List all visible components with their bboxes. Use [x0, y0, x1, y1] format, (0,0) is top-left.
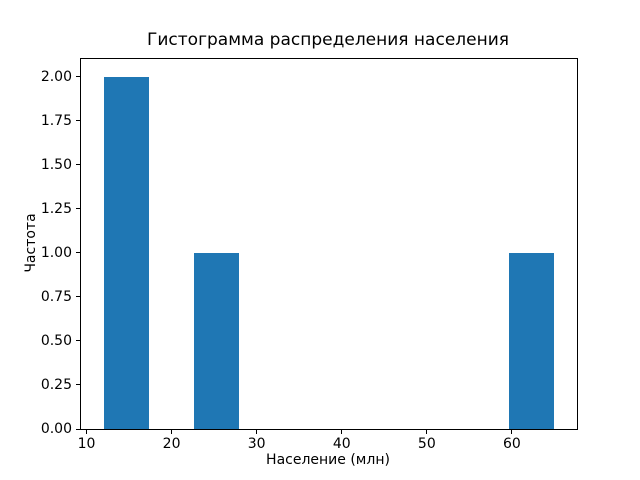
plot-area: 0.00 0.25 0.50 0.75 1.00 1.25 1.50 1.75 2.00 10 20…	[41, 58, 578, 451]
y-axis-label: Частота	[23, 213, 39, 273]
y-tick-mark	[76, 428, 81, 430]
y-tick-mark	[76, 120, 81, 122]
y-tick-mark	[76, 340, 81, 342]
x-tick-mark	[171, 429, 173, 434]
x-tick-label: 10	[77, 436, 96, 452]
y-tick-mark	[76, 164, 81, 166]
y-tick-label: 0.00	[40, 421, 72, 437]
x-tick-mark	[426, 429, 428, 434]
y-tick-mark	[76, 76, 81, 78]
y-tick-label: 2.00	[40, 68, 72, 85]
x-tick-mark	[256, 429, 258, 434]
histogram-bar	[103, 76, 149, 429]
x-tick-mark	[511, 429, 513, 434]
y-tick-label: 0.75	[40, 288, 72, 305]
y-tick-label: 0.50	[40, 332, 72, 349]
y-tick-mark	[76, 252, 81, 254]
x-tick-label: 30	[247, 436, 266, 452]
x-tick-label: 50	[417, 436, 436, 452]
x-tick-label: 60	[502, 436, 521, 452]
y-tick-label: 1.25	[40, 200, 72, 217]
y-tick-mark	[76, 296, 81, 298]
y-tick-mark	[76, 208, 81, 210]
y-tick-label: 1.75	[40, 112, 72, 129]
histogram-bar	[193, 252, 239, 429]
y-tick-label: 1.00	[40, 244, 72, 261]
y-tick-label: 0.25	[40, 376, 72, 393]
x-tick-label: 40	[332, 436, 351, 452]
y-tick-label: 1.50	[40, 156, 72, 173]
x-tick-mark	[341, 429, 343, 434]
x-axis-label: Население (млн)	[266, 452, 390, 468]
y-tick-mark	[76, 384, 81, 386]
chart-title: Гистограмма распределения населения	[147, 30, 509, 50]
histogram-bar	[509, 252, 555, 429]
x-tick-label: 20	[162, 436, 181, 452]
x-tick-mark	[86, 429, 88, 434]
